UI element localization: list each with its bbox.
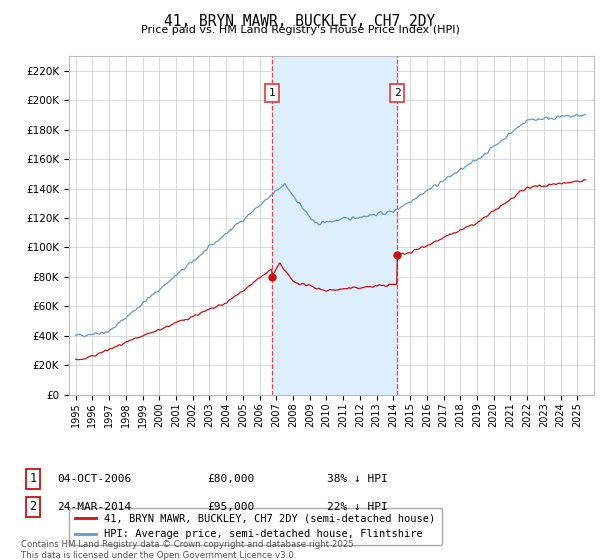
Text: 22% ↓ HPI: 22% ↓ HPI [327, 502, 388, 512]
Text: 04-OCT-2006: 04-OCT-2006 [57, 474, 131, 484]
Text: 1: 1 [29, 472, 37, 486]
Text: 2: 2 [29, 500, 37, 514]
Bar [272, 56, 397, 395]
Text: Contains HM Land Registry data © Crown copyright and database right 2025.
This d: Contains HM Land Registry data © Crown c… [21, 540, 356, 560]
Text: 1: 1 [269, 88, 275, 98]
Text: 2: 2 [394, 88, 400, 98]
Text: £95,000: £95,000 [207, 502, 254, 512]
Text: 38% ↓ HPI: 38% ↓ HPI [327, 474, 388, 484]
Text: 41, BRYN MAWR, BUCKLEY, CH7 2DY: 41, BRYN MAWR, BUCKLEY, CH7 2DY [164, 14, 436, 29]
Text: 24-MAR-2014: 24-MAR-2014 [57, 502, 131, 512]
Text: Price paid vs. HM Land Registry's House Price Index (HPI): Price paid vs. HM Land Registry's House … [140, 25, 460, 35]
Text: £80,000: £80,000 [207, 474, 254, 484]
Legend: 41, BRYN MAWR, BUCKLEY, CH7 2DY (semi-detached house), HPI: Average price, semi-: 41, BRYN MAWR, BUCKLEY, CH7 2DY (semi-de… [69, 508, 442, 545]
